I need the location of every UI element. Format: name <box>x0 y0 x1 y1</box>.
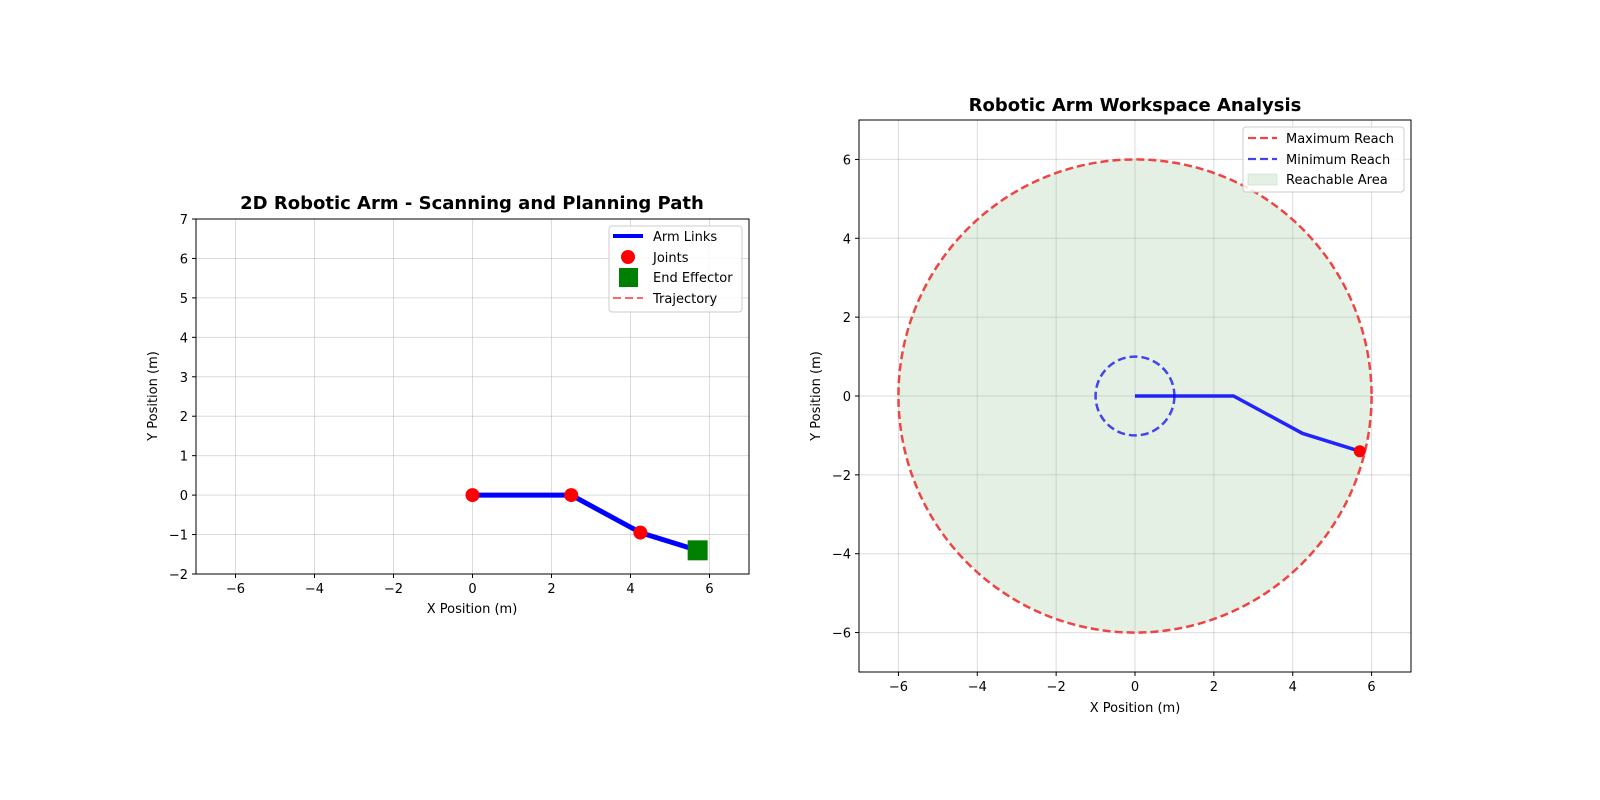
chart-title: 2D Robotic Arm - Scanning and Planning P… <box>240 193 704 214</box>
joint-marker <box>564 488 579 503</box>
end-effector-marker <box>687 540 708 561</box>
arm-path-plot: 2D Robotic Arm - Scanning and Planning P… <box>146 193 750 617</box>
x-tick-label: 0 <box>468 582 476 597</box>
joint-marker <box>633 525 648 540</box>
legend-frame <box>608 225 743 313</box>
y-tick-label: 2 <box>843 311 851 326</box>
y-tick-label: 0 <box>180 489 188 504</box>
x-tick-label: 6 <box>1367 680 1375 695</box>
plot-area <box>897 158 1373 634</box>
y-axis-label: Y Position (m) <box>809 351 824 442</box>
x-tick-label: −2 <box>1047 680 1066 695</box>
plot-area <box>465 488 708 561</box>
x-tick-label: 0 <box>1131 680 1139 695</box>
x-tick-label: 6 <box>705 582 713 597</box>
tick-labels: −6 −4 −2 0 2 4 6 −6 −4 −2 0 2 4 6 <box>832 153 1376 695</box>
y-tick-label: 6 <box>843 153 851 168</box>
tick-labels: −6 −4 −2 0 2 4 6 −2 −1 0 1 2 3 4 5 6 7 <box>169 213 714 597</box>
legend-end-effector-label: End Effector <box>653 271 733 286</box>
legend: Arm Links Joints End Effector Trajectory <box>608 225 743 313</box>
x-tick-label: −4 <box>305 582 324 597</box>
y-tick-label: −1 <box>169 529 188 544</box>
y-tick-label: 4 <box>843 232 851 247</box>
x-tick-label: −2 <box>384 582 403 597</box>
legend-trajectory-label: Trajectory <box>652 292 717 307</box>
legend-frame <box>1242 126 1405 193</box>
legend-max-reach-label: Maximum Reach <box>1286 132 1394 147</box>
y-tick-label: 7 <box>180 213 188 228</box>
legend-end-effector-swatch <box>619 268 638 287</box>
x-tick-label: −6 <box>889 680 908 695</box>
x-tick-label: −6 <box>226 582 245 597</box>
legend-arm-links-label: Arm Links <box>653 230 717 245</box>
arm-links-line <box>470 492 701 553</box>
chart-title: Robotic Arm Workspace Analysis <box>969 95 1302 116</box>
x-tick-label: 2 <box>547 582 555 597</box>
y-tick-label: 2 <box>180 410 188 425</box>
y-tick-label: 3 <box>180 371 188 386</box>
y-tick-label: −6 <box>832 627 851 642</box>
legend: Maximum Reach Minimum Reach Reachable Ar… <box>1242 126 1405 193</box>
legend-min-reach-label: Minimum Reach <box>1286 153 1390 168</box>
end-effector-marker <box>1353 445 1366 458</box>
x-tick-label: 2 <box>1210 680 1218 695</box>
legend-reachable-area-label: Reachable Area <box>1286 173 1388 188</box>
y-tick-label: 0 <box>843 390 851 405</box>
maximum-reach-circle <box>897 158 1373 634</box>
legend-joints-label: Joints <box>652 251 689 266</box>
y-tick-label: −2 <box>169 568 188 583</box>
arm-line <box>1135 394 1361 453</box>
y-tick-label: 5 <box>180 292 188 307</box>
y-axis-label: Y Position (m) <box>146 351 161 442</box>
legend-joints-swatch <box>621 250 635 264</box>
x-axis-label: X Position (m) <box>427 602 518 617</box>
x-tick-label: 4 <box>626 582 634 597</box>
x-tick-label: 4 <box>1289 680 1297 695</box>
y-tick-label: 6 <box>180 252 188 267</box>
x-axis-label: X Position (m) <box>1090 701 1181 716</box>
x-tick-label: −4 <box>968 680 987 695</box>
workspace-plot: Robotic Arm Workspace Analysis −6 −4 −2 0 2 4… <box>809 95 1412 716</box>
legend-reachable-area-swatch <box>1247 173 1278 186</box>
y-tick-label: 1 <box>180 450 188 465</box>
joint-marker <box>465 488 480 503</box>
y-tick-label: 4 <box>180 331 188 346</box>
y-tick-label: −4 <box>832 548 851 563</box>
y-tick-label: −2 <box>832 469 851 484</box>
